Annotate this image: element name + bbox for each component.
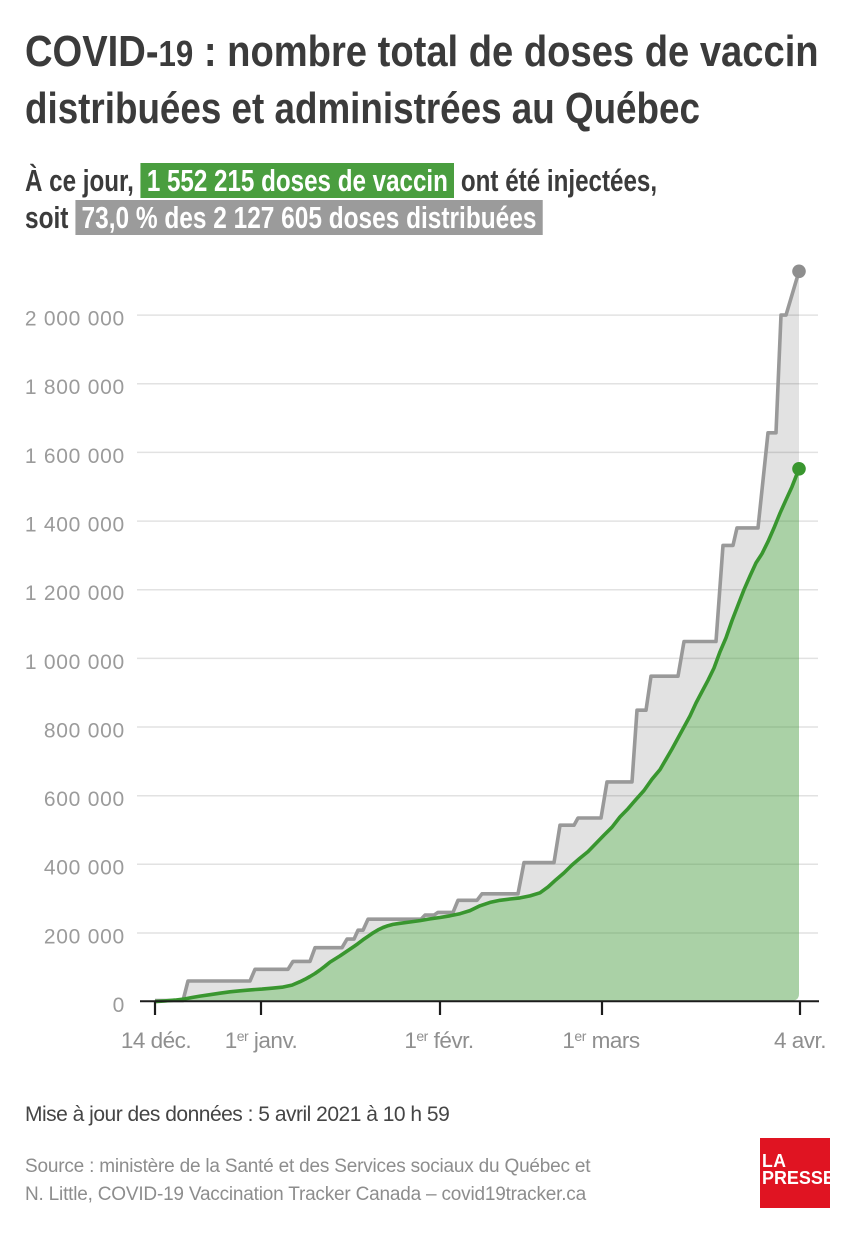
svg-text:1 400 000: 1 400 000 bbox=[25, 514, 125, 537]
svg-text:1 200 000: 1 200 000 bbox=[25, 582, 125, 605]
svg-text:1 800 000: 1 800 000 bbox=[25, 376, 125, 399]
svg-text:1 600 000: 1 600 000 bbox=[25, 445, 125, 468]
svg-text:400 000: 400 000 bbox=[44, 857, 125, 880]
svg-text:4 avr.: 4 avr. bbox=[774, 1028, 826, 1053]
svg-text:600 000: 600 000 bbox=[44, 788, 125, 811]
svg-text:200 000: 200 000 bbox=[44, 925, 125, 948]
svg-text:2 000 000: 2 000 000 bbox=[25, 308, 125, 331]
svg-text:1 000 000: 1 000 000 bbox=[25, 651, 125, 674]
svg-text:14 déc.: 14 déc. bbox=[121, 1028, 191, 1053]
svg-text:1er janv.: 1er janv. bbox=[225, 1028, 298, 1053]
svg-text:1er févr.: 1er févr. bbox=[404, 1028, 473, 1053]
svg-text:1er mars: 1er mars bbox=[562, 1028, 639, 1053]
svg-text:800 000: 800 000 bbox=[44, 719, 125, 742]
svg-text:0: 0 bbox=[113, 994, 125, 1017]
